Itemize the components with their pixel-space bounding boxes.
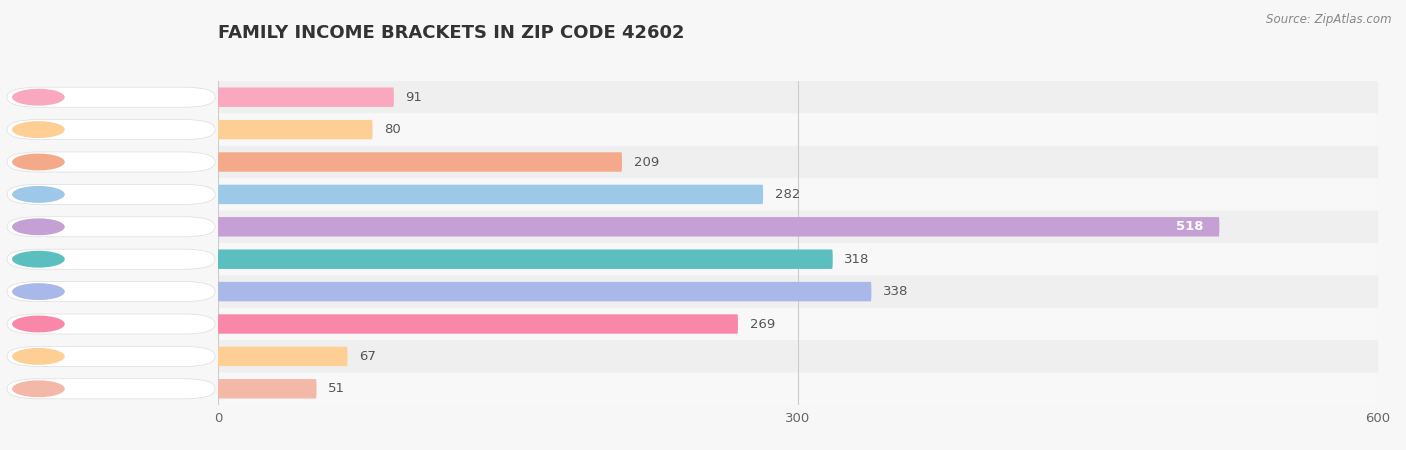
Text: $150,000 to $199,999: $150,000 to $199,999 xyxy=(72,349,198,364)
FancyBboxPatch shape xyxy=(218,120,373,140)
FancyBboxPatch shape xyxy=(218,211,1378,243)
Text: 282: 282 xyxy=(775,188,800,201)
Text: $35,000 to $49,999: $35,000 to $49,999 xyxy=(72,220,181,234)
FancyBboxPatch shape xyxy=(218,346,347,366)
Text: 269: 269 xyxy=(749,318,775,330)
FancyBboxPatch shape xyxy=(218,146,1378,178)
Text: $100,000 to $149,999: $100,000 to $149,999 xyxy=(72,317,198,331)
FancyBboxPatch shape xyxy=(218,379,316,399)
Text: Less than $10,000: Less than $10,000 xyxy=(72,91,194,104)
Text: 51: 51 xyxy=(328,382,344,395)
Text: 91: 91 xyxy=(405,91,422,104)
FancyBboxPatch shape xyxy=(218,249,832,269)
FancyBboxPatch shape xyxy=(218,314,738,334)
FancyBboxPatch shape xyxy=(218,87,394,107)
FancyBboxPatch shape xyxy=(218,373,1378,405)
FancyBboxPatch shape xyxy=(218,340,1378,373)
FancyBboxPatch shape xyxy=(218,81,1378,113)
FancyBboxPatch shape xyxy=(218,282,872,302)
Text: 318: 318 xyxy=(844,253,870,266)
Text: $25,000 to $34,999: $25,000 to $34,999 xyxy=(72,187,181,202)
Text: $50,000 to $74,999: $50,000 to $74,999 xyxy=(72,252,181,266)
FancyBboxPatch shape xyxy=(218,113,1378,146)
Text: $15,000 to $24,999: $15,000 to $24,999 xyxy=(72,155,181,169)
Text: $200,000+: $200,000+ xyxy=(72,382,146,395)
Text: 209: 209 xyxy=(634,156,659,168)
Text: $75,000 to $99,999: $75,000 to $99,999 xyxy=(72,284,181,299)
Text: $10,000 to $14,999: $10,000 to $14,999 xyxy=(72,122,181,137)
Text: FAMILY INCOME BRACKETS IN ZIP CODE 42602: FAMILY INCOME BRACKETS IN ZIP CODE 42602 xyxy=(218,24,685,42)
FancyBboxPatch shape xyxy=(218,217,1219,237)
FancyBboxPatch shape xyxy=(218,184,763,204)
FancyBboxPatch shape xyxy=(218,152,621,172)
FancyBboxPatch shape xyxy=(218,243,1378,275)
Text: 518: 518 xyxy=(1177,220,1204,233)
FancyBboxPatch shape xyxy=(218,178,1378,211)
FancyBboxPatch shape xyxy=(218,308,1378,340)
Text: 67: 67 xyxy=(359,350,375,363)
FancyBboxPatch shape xyxy=(218,275,1378,308)
Text: 80: 80 xyxy=(384,123,401,136)
Text: 338: 338 xyxy=(883,285,908,298)
Text: Source: ZipAtlas.com: Source: ZipAtlas.com xyxy=(1267,14,1392,27)
